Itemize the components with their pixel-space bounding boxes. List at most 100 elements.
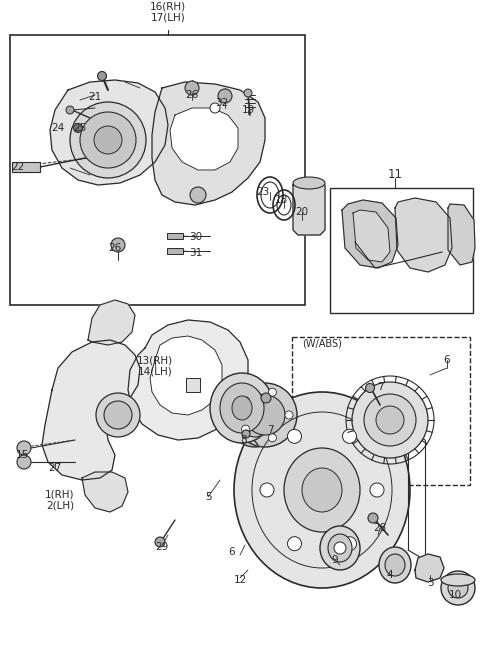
Circle shape [260, 483, 274, 497]
Polygon shape [88, 300, 135, 345]
Ellipse shape [237, 393, 273, 437]
Text: 32: 32 [216, 98, 228, 108]
Circle shape [73, 123, 83, 133]
Polygon shape [152, 82, 265, 205]
Text: 20: 20 [295, 207, 309, 217]
Circle shape [190, 187, 206, 203]
Circle shape [70, 102, 146, 178]
Text: 21: 21 [88, 92, 102, 102]
Circle shape [104, 401, 132, 429]
Circle shape [66, 106, 74, 114]
Ellipse shape [227, 383, 283, 447]
Bar [167, 248, 183, 254]
Polygon shape [293, 180, 325, 235]
Circle shape [96, 393, 140, 437]
Circle shape [17, 441, 31, 455]
Circle shape [268, 434, 276, 442]
Text: 8: 8 [240, 435, 247, 445]
Text: 4: 4 [387, 570, 393, 580]
Text: 5: 5 [204, 492, 211, 502]
Text: 26: 26 [108, 243, 121, 253]
Ellipse shape [441, 574, 475, 586]
Circle shape [364, 394, 416, 446]
Circle shape [185, 81, 199, 95]
Text: 26: 26 [185, 90, 199, 100]
Text: 3: 3 [427, 578, 433, 588]
Circle shape [365, 383, 374, 392]
Text: 9: 9 [332, 555, 338, 565]
Circle shape [244, 89, 252, 97]
Polygon shape [150, 336, 222, 415]
Text: 10: 10 [448, 590, 462, 600]
Polygon shape [128, 320, 248, 440]
Circle shape [155, 537, 165, 547]
Circle shape [343, 536, 357, 551]
Ellipse shape [284, 448, 360, 532]
Text: 22: 22 [12, 162, 24, 172]
Circle shape [268, 388, 276, 396]
Text: 29: 29 [156, 542, 168, 552]
Circle shape [288, 430, 301, 444]
Circle shape [245, 395, 285, 435]
Circle shape [241, 425, 250, 433]
Text: 30: 30 [190, 232, 203, 242]
Ellipse shape [293, 177, 325, 189]
Circle shape [441, 571, 475, 605]
Polygon shape [342, 200, 398, 268]
Text: 25: 25 [73, 123, 86, 133]
Circle shape [343, 430, 357, 444]
Polygon shape [50, 80, 168, 185]
Text: 31: 31 [190, 248, 203, 258]
Circle shape [352, 382, 428, 458]
Text: 6: 6 [444, 355, 450, 365]
Ellipse shape [328, 534, 352, 562]
Polygon shape [353, 210, 390, 262]
Circle shape [241, 397, 250, 405]
Text: 11: 11 [387, 168, 403, 182]
Circle shape [94, 126, 122, 154]
Bar [292, 337, 470, 485]
Text: 18: 18 [275, 195, 288, 205]
Text: 15: 15 [15, 450, 29, 460]
Polygon shape [42, 340, 140, 480]
Ellipse shape [302, 468, 342, 512]
Circle shape [368, 513, 378, 523]
Ellipse shape [232, 396, 252, 420]
Text: 6: 6 [228, 547, 235, 557]
Ellipse shape [210, 373, 274, 443]
Polygon shape [415, 554, 444, 582]
Ellipse shape [220, 383, 264, 433]
Text: 7: 7 [377, 382, 384, 392]
Text: 23: 23 [256, 187, 270, 197]
Polygon shape [170, 108, 238, 170]
Text: 19: 19 [241, 105, 254, 115]
Bar [10, 35, 305, 305]
Text: 27: 27 [48, 463, 61, 473]
Circle shape [261, 393, 271, 403]
Bar [12, 162, 40, 172]
Circle shape [242, 430, 250, 438]
Circle shape [210, 103, 220, 113]
Bar [186, 378, 200, 392]
Circle shape [218, 89, 232, 103]
Bar [330, 188, 473, 313]
Text: 16(RH)
17(LH): 16(RH) 17(LH) [150, 1, 186, 23]
Polygon shape [395, 198, 452, 272]
Circle shape [97, 72, 107, 80]
Circle shape [370, 483, 384, 497]
Circle shape [376, 406, 404, 434]
Ellipse shape [385, 554, 405, 576]
Text: 28: 28 [373, 523, 386, 533]
Text: 12: 12 [233, 575, 247, 585]
Polygon shape [448, 204, 475, 265]
Bar [167, 233, 183, 239]
Text: (W/ABS): (W/ABS) [302, 339, 342, 349]
Circle shape [285, 411, 293, 419]
Polygon shape [82, 472, 128, 512]
Circle shape [288, 536, 301, 551]
Ellipse shape [320, 526, 360, 570]
Text: 13(RH)
14(LH): 13(RH) 14(LH) [137, 355, 173, 377]
Circle shape [233, 383, 297, 447]
Circle shape [111, 238, 125, 252]
Circle shape [334, 542, 346, 554]
